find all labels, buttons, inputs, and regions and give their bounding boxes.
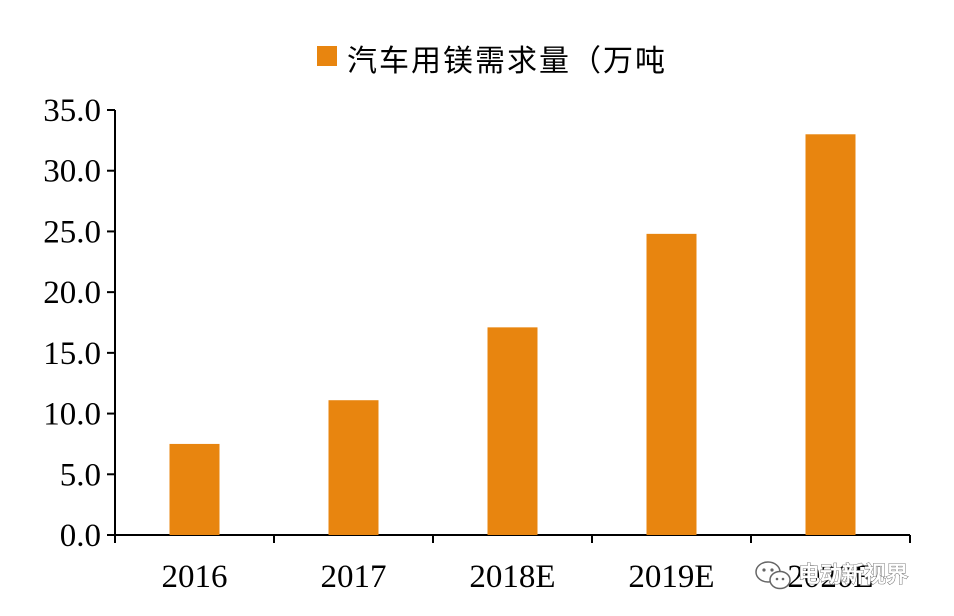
bar-2016 <box>169 443 220 535</box>
bar-2019E <box>646 233 697 535</box>
y-tick-label: 35.0 <box>43 93 101 129</box>
x-axis: 2016 2017 2018E 2019E 2020E <box>114 534 911 595</box>
x-tick-label: 2018E <box>469 559 555 595</box>
y-tick-label: 0.0 <box>60 518 101 554</box>
y-tick-label: 15.0 <box>43 336 101 372</box>
wechat-icon <box>755 561 791 590</box>
y-tick-label: 5.0 <box>60 457 101 493</box>
x-tick-label: 2019E <box>628 559 714 595</box>
y-tick-label: 30.0 <box>43 154 101 190</box>
x-ticks: 2016 2017 2018E 2019E 2020E <box>114 535 911 595</box>
bars <box>169 134 856 536</box>
x-tick-label: 2017 <box>321 559 387 595</box>
x-tick-label: 2020E <box>787 559 873 595</box>
x-tick-label: 2016 <box>162 559 228 595</box>
watermark: 电动新视界 <box>755 561 908 590</box>
legend: 汽车用镁需求量（万吨 <box>317 44 667 79</box>
y-tick-label: 25.0 <box>43 214 101 250</box>
bar-2017 <box>328 400 379 535</box>
y-ticks: 0.0 5.0 10.0 15.0 20.0 25.0 30.0 35.0 <box>43 93 115 554</box>
watermark-text: 电动新视界 <box>798 562 908 588</box>
y-tick-label: 20.0 <box>43 275 101 311</box>
bar-2020E <box>805 134 856 536</box>
y-tick-label: 10.0 <box>43 397 101 433</box>
legend-swatch <box>317 46 337 66</box>
legend-label: 汽车用镁需求量（万吨 <box>347 44 667 79</box>
bar-2018E <box>487 327 538 535</box>
y-axis: 0.0 5.0 10.0 15.0 20.0 25.0 30.0 35.0 <box>43 93 116 554</box>
